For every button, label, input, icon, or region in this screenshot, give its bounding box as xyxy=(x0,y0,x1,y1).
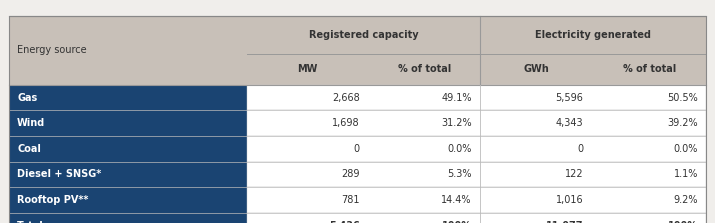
Text: Gas: Gas xyxy=(17,93,37,103)
Text: 1.1%: 1.1% xyxy=(674,169,698,180)
Text: 100%: 100% xyxy=(668,221,698,223)
Text: 11,077: 11,077 xyxy=(546,221,583,223)
Bar xyxy=(9,136,247,162)
Text: 2,668: 2,668 xyxy=(332,93,360,103)
Text: 0.0%: 0.0% xyxy=(448,144,472,154)
Text: 100%: 100% xyxy=(442,221,472,223)
Text: Coal: Coal xyxy=(17,144,41,154)
Bar xyxy=(9,16,706,85)
Bar xyxy=(9,85,247,110)
Bar xyxy=(9,187,247,213)
Text: MW: MW xyxy=(297,64,317,74)
Text: 39.2%: 39.2% xyxy=(667,118,698,128)
Text: 0.0%: 0.0% xyxy=(674,144,698,154)
Bar xyxy=(9,162,247,187)
Bar xyxy=(247,213,706,223)
Text: 781: 781 xyxy=(341,195,360,205)
Text: % of total: % of total xyxy=(623,64,676,74)
Text: 1,016: 1,016 xyxy=(556,195,583,205)
Text: 5,436: 5,436 xyxy=(329,221,360,223)
Text: 0: 0 xyxy=(353,144,360,154)
Text: 0: 0 xyxy=(577,144,583,154)
Text: 9.2%: 9.2% xyxy=(674,195,698,205)
Text: 50.5%: 50.5% xyxy=(667,93,698,103)
Bar xyxy=(9,110,247,136)
Bar xyxy=(247,85,706,110)
Text: Total: Total xyxy=(17,221,44,223)
Text: 49.1%: 49.1% xyxy=(441,93,472,103)
Text: 1,698: 1,698 xyxy=(332,118,360,128)
Bar xyxy=(247,187,706,213)
Text: 14.4%: 14.4% xyxy=(441,195,472,205)
Text: 5.3%: 5.3% xyxy=(448,169,472,180)
Text: GWh: GWh xyxy=(523,64,549,74)
Bar xyxy=(9,213,247,223)
Text: 31.2%: 31.2% xyxy=(441,118,472,128)
Text: 4,343: 4,343 xyxy=(556,118,583,128)
Text: Energy source: Energy source xyxy=(17,45,87,55)
Text: Wind: Wind xyxy=(17,118,46,128)
Text: Rooftop PV**: Rooftop PV** xyxy=(17,195,89,205)
Text: Electricity generated: Electricity generated xyxy=(536,30,651,39)
Bar xyxy=(247,162,706,187)
Text: Registered capacity: Registered capacity xyxy=(309,30,418,39)
Text: 289: 289 xyxy=(341,169,360,180)
Text: % of total: % of total xyxy=(398,64,451,74)
Text: 122: 122 xyxy=(565,169,583,180)
Bar xyxy=(247,136,706,162)
Text: 5,596: 5,596 xyxy=(556,93,583,103)
Text: Diesel + SNSG*: Diesel + SNSG* xyxy=(17,169,102,180)
Bar xyxy=(247,110,706,136)
